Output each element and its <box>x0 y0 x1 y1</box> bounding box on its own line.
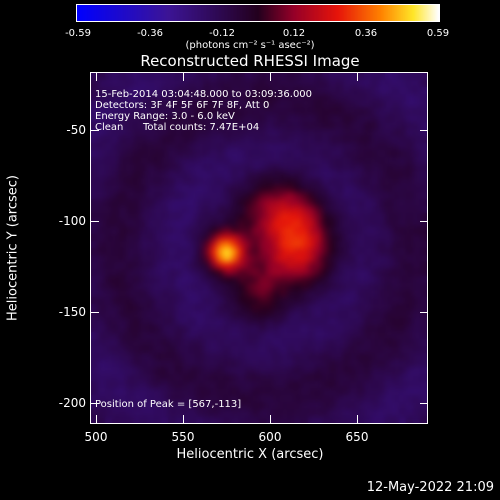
colorbar-tick: 0.12 <box>282 28 306 39</box>
colorbar-tick: 0.36 <box>354 28 378 39</box>
info-energy-range: Energy Range: 3.0 - 6.0 keV <box>95 111 235 122</box>
x-tick-label: 600 <box>258 430 282 444</box>
x-axis-label: Heliocentric X (arcsec) <box>176 447 324 462</box>
x-tick-label: 500 <box>84 430 108 444</box>
info-clean: Clean <box>95 122 124 133</box>
info-time-range: 15-Feb-2014 03:04:48.000 to 03:09:36.000 <box>95 89 313 100</box>
plot-timestamp: 12-May-2022 21:09 <box>366 480 494 495</box>
info-peak-position: Position of Peak = [567,-113] <box>95 399 242 410</box>
y-tick-label: -200 <box>58 396 86 410</box>
info-detectors: Detectors: 3F 4F 5F 6F 7F 8F, Att 0 <box>95 100 270 111</box>
info-total-counts: Total counts: 7.47E+04 <box>143 122 260 133</box>
y-tick-label: -50 <box>66 123 86 137</box>
colorbar-tick: -0.36 <box>137 28 163 39</box>
colorbar <box>76 4 440 22</box>
x-tick-label: 550 <box>171 430 195 444</box>
y-axis-label: Heliocentric Y (arcsec) <box>5 175 21 321</box>
colorbar-tick: -0.12 <box>209 28 235 39</box>
y-tick-label: -150 <box>58 305 86 319</box>
y-tick-label: -100 <box>58 214 86 228</box>
heatmap-image <box>91 73 427 423</box>
colorbar-tick: -0.59 <box>65 28 91 39</box>
heatmap-plot-area: 15-Feb-2014 03:04:48.000 to 03:09:36.000… <box>90 72 428 424</box>
colorbar-unit-label: (photons cm⁻² s⁻¹ asec⁻²) <box>185 40 315 51</box>
colorbar-tick: 0.59 <box>426 28 450 39</box>
x-tick-label: 650 <box>345 430 369 444</box>
plot-title: Reconstructed RHESSI Image <box>140 52 360 70</box>
